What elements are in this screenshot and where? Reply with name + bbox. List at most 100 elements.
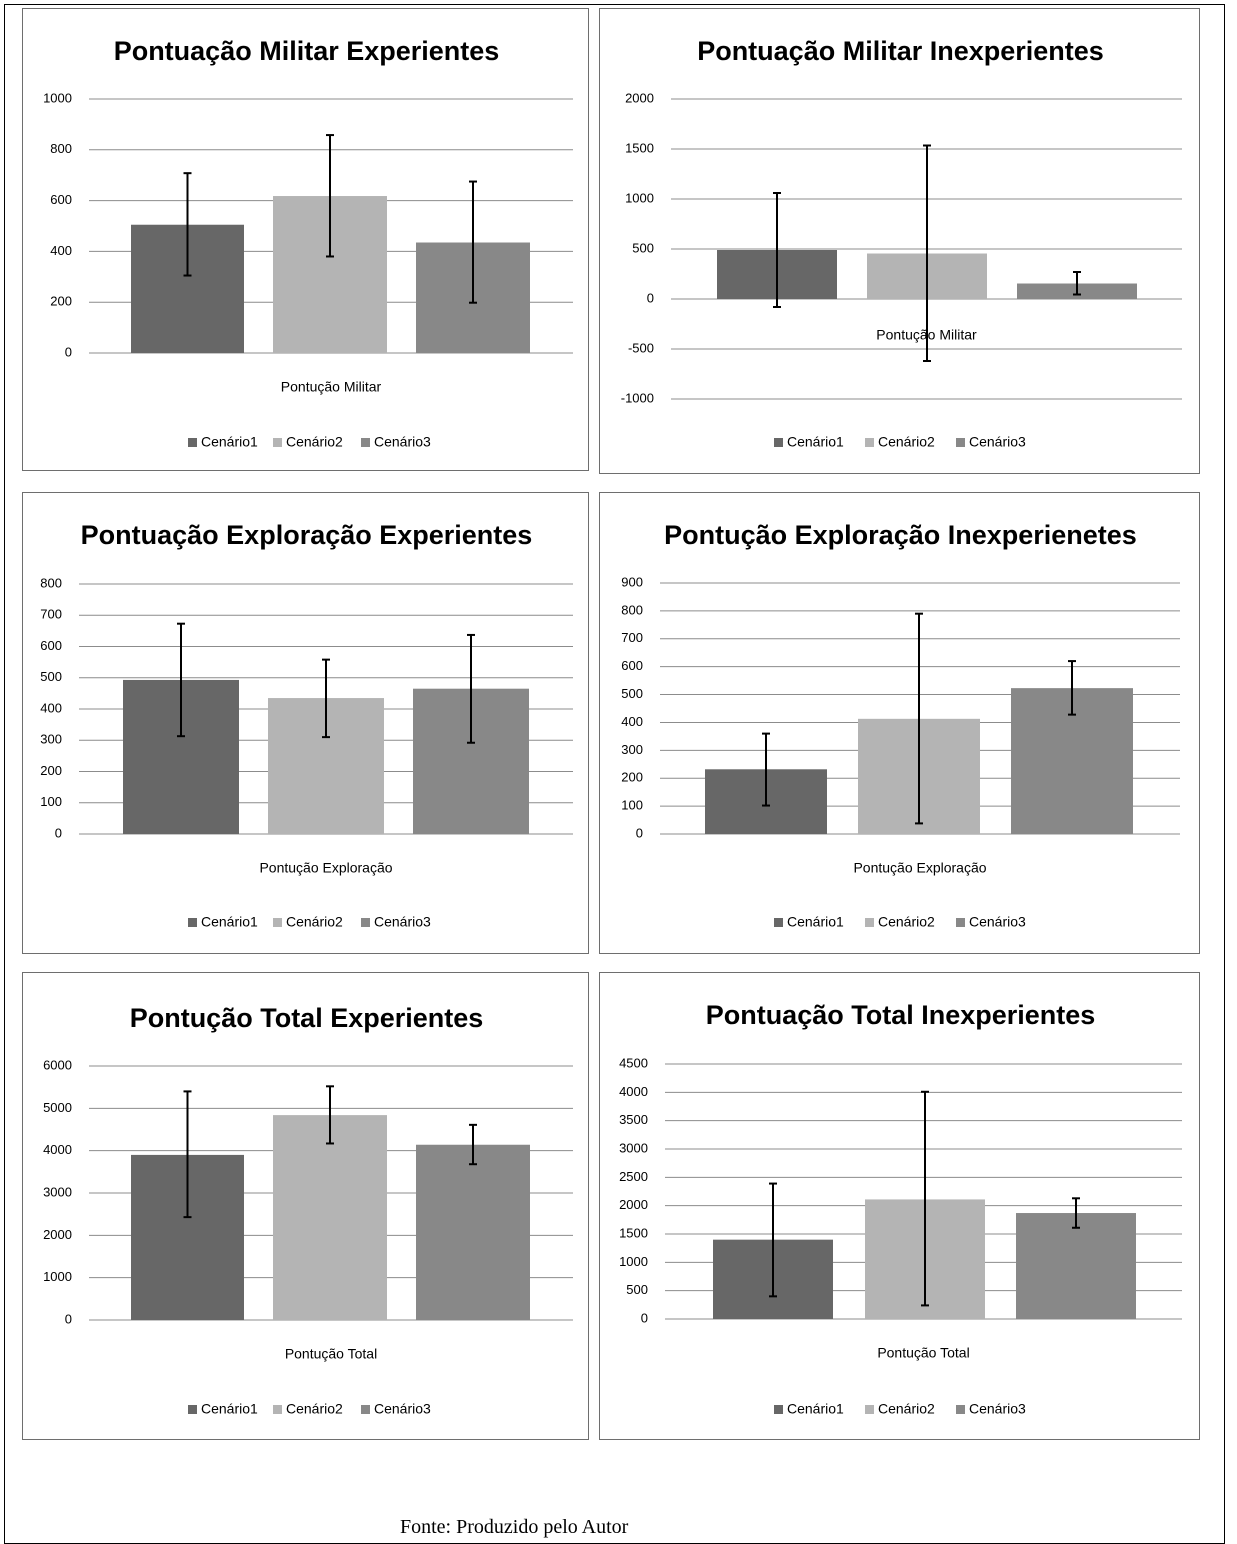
y-tick-label: 4500 (619, 1055, 648, 1070)
legend-label: Cenário3 (374, 914, 431, 930)
y-tick-label: 200 (621, 770, 643, 785)
bar-cenário3 (1016, 1213, 1136, 1319)
legend-label: Cenário2 (286, 1401, 343, 1417)
y-tick-label: 300 (621, 742, 643, 757)
y-tick-label: 700 (621, 630, 643, 645)
y-tick-label: 1000 (43, 1269, 72, 1284)
legend-label: Cenário3 (374, 1401, 431, 1417)
x-axis-label: Pontução Exploração (259, 860, 392, 876)
chart-panel-exploration-experienced: Pontuação Exploração Experientes 0 100 200 3… (22, 492, 589, 954)
y-tick-label: -1000 (621, 390, 654, 405)
legend-swatch (188, 438, 197, 447)
y-tick-label: 400 (621, 714, 643, 729)
chart-title: Pontuação Exploração Experientes (81, 520, 533, 550)
y-tick-label: 800 (40, 575, 62, 590)
chart-panel-total-inexperienced: Pontuação Total Inexperientes 0 500 1000 150… (599, 972, 1200, 1440)
legend-swatch (865, 1405, 874, 1414)
bar-cenário2 (273, 1115, 387, 1320)
y-tick-label: 500 (626, 1282, 648, 1297)
legend-swatch (774, 438, 783, 447)
y-tick-label: 500 (632, 240, 654, 255)
y-tick-label: 100 (40, 794, 62, 809)
y-tick-label: 800 (50, 141, 72, 156)
legend-label: Cenário2 (286, 914, 343, 930)
chart-svg: Pontuação Exploração Experientes 0 100 200 3… (40, 520, 573, 930)
legend-swatch (273, 1405, 282, 1414)
legend-label: Cenário3 (969, 1401, 1026, 1417)
legend-label: Cenário2 (286, 434, 343, 450)
chart-panel-military-experienced: Pontuação Militar Experientes 0 200 400 600 8… (22, 8, 589, 471)
y-tick-label: 3000 (43, 1184, 72, 1199)
chart-svg: Pontução Total Experientes 0 1000 2000 3000 4… (43, 1003, 573, 1417)
y-tick-label: 0 (647, 290, 654, 305)
y-tick-label: 2500 (619, 1169, 648, 1184)
chart-title: Pontução Exploração Inexperienetes (664, 520, 1137, 550)
legend-label: Cenário3 (969, 914, 1026, 930)
x-axis-label: Pontução Exploração (853, 860, 986, 876)
y-tick-label: 700 (40, 607, 62, 622)
y-tick-label: 500 (40, 669, 62, 684)
chart-title: Pontução Total Experientes (130, 1003, 484, 1033)
legend-label: Cenário1 (787, 914, 844, 930)
legend-label: Cenário1 (201, 434, 258, 450)
chart-svg: Pontuação Militar Inexperientes -1000 -500… (621, 36, 1182, 450)
y-tick-label: 3500 (619, 1112, 648, 1127)
y-tick-label: 0 (636, 825, 643, 840)
chart-svg: Pontução Exploração Inexperienetes 0 100 20… (621, 520, 1180, 930)
bar-cenário3 (416, 1144, 530, 1320)
legend-label: Cenário3 (374, 434, 431, 450)
x-axis-label: Pontução Total (877, 1345, 969, 1361)
y-tick-label: 0 (65, 344, 72, 359)
legend-label: Cenário1 (787, 1401, 844, 1417)
x-axis-label: Pontução Total (285, 1346, 377, 1362)
y-tick-label: 900 (621, 574, 643, 589)
y-tick-label: 600 (621, 658, 643, 673)
figure-caption: Fonte: Produzido pelo Autor (400, 1516, 629, 1538)
legend-label: Cenário1 (201, 1401, 258, 1417)
legend-label: Cenário3 (969, 434, 1026, 450)
legend-swatch (774, 1405, 783, 1414)
legend-label: Cenário1 (201, 914, 258, 930)
legend-swatch (188, 918, 197, 927)
chart-panel-exploration-inexperienced: Pontução Exploração Inexperienetes 0 100 20… (599, 492, 1200, 954)
legend-swatch (956, 918, 965, 927)
legend-swatch (865, 438, 874, 447)
legend-swatch (774, 918, 783, 927)
y-tick-label: 6000 (43, 1057, 72, 1072)
y-tick-label: 1000 (619, 1254, 648, 1269)
chart-title: Pontuação Militar Experientes (114, 36, 500, 66)
legend-swatch (361, 438, 370, 447)
y-tick-label: 2000 (625, 90, 654, 105)
y-tick-label: 0 (641, 1310, 648, 1325)
y-tick-label: 2000 (619, 1197, 648, 1212)
legend-swatch (273, 438, 282, 447)
y-tick-label: 600 (40, 638, 62, 653)
y-tick-label: 500 (621, 686, 643, 701)
legend-swatch (956, 1405, 965, 1414)
y-tick-label: -500 (628, 340, 654, 355)
y-tick-label: 300 (40, 732, 62, 747)
y-tick-label: 200 (40, 763, 62, 778)
legend-swatch (273, 918, 282, 927)
y-tick-label: 400 (50, 243, 72, 258)
y-tick-label: 1000 (625, 190, 654, 205)
y-tick-label: 2000 (43, 1227, 72, 1242)
y-tick-label: 1500 (619, 1225, 648, 1240)
chart-panel-total-experienced: Pontução Total Experientes 0 1000 2000 3000 4… (22, 972, 589, 1440)
legend-label: Cenário2 (878, 434, 935, 450)
legend-label: Cenário1 (787, 434, 844, 450)
legend-swatch (956, 438, 965, 447)
legend-label: Cenário2 (878, 1401, 935, 1417)
y-tick-label: 800 (621, 602, 643, 617)
legend-swatch (361, 918, 370, 927)
y-tick-label: 100 (621, 798, 643, 813)
chart-title: Pontuação Total Inexperientes (706, 1000, 1096, 1030)
legend-swatch (865, 918, 874, 927)
chart-svg: Pontuação Total Inexperientes 0 500 1000 150… (619, 1000, 1182, 1417)
y-tick-label: 0 (55, 825, 62, 840)
y-tick-label: 4000 (619, 1084, 648, 1099)
y-tick-label: 1500 (625, 140, 654, 155)
y-tick-label: 200 (50, 294, 72, 309)
y-tick-label: 5000 (43, 1100, 72, 1115)
y-tick-label: 400 (40, 700, 62, 715)
